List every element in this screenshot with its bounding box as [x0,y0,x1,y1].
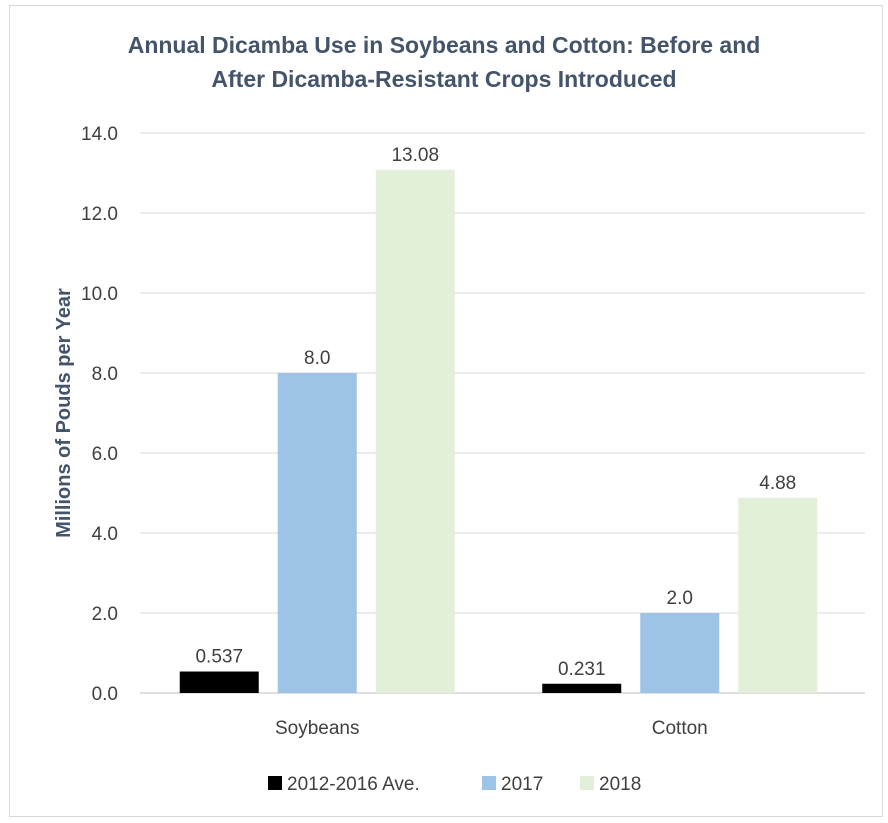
y-tick-label-3: 6.0 [92,444,118,465]
data-label-cotton-2: 4.88 [759,473,796,494]
data-labels: 0.537 8.0 13.08 0.231 2.0 4.88 [195,145,796,680]
data-label-cotton-1: 2.0 [667,588,693,609]
category-label-soybeans: Soybeans [275,718,360,739]
bar-soybeans-1 [277,373,357,693]
bar-cotton-1 [640,613,720,693]
bar-cotton-2 [738,497,818,693]
legend-swatch-2 [580,776,594,790]
data-label-soybeans-0: 0.537 [195,647,243,668]
bar-soybeans-0 [179,671,259,693]
bars [179,169,818,694]
category-label-cotton: Cotton [652,718,708,739]
legend-swatch-1 [482,776,496,790]
chart-title-line-2: After Dicamba-Resistant Crops Introduced [211,66,677,92]
data-label-cotton-0: 0.231 [558,659,606,680]
legend-label-2: 2018 [599,774,641,795]
y-axis-ticks: 0.0 2.0 4.0 6.0 8.0 10.0 12.0 14.0 [81,124,118,705]
chart-title: Annual Dicamba Use in Soybeans and Cotto… [0,28,888,96]
y-tick-label-2: 4.0 [92,524,118,545]
chart-title-line-1: Annual Dicamba Use in Soybeans and Cotto… [127,32,761,58]
legend-swatch-0 [268,776,282,790]
y-tick-label-1: 2.0 [92,604,118,625]
x-axis-categories: Soybeans Cotton [275,718,708,739]
legend: 2012-2016 Ave. 2017 2018 [268,774,641,795]
legend-label-0: 2012-2016 Ave. [287,774,420,795]
y-tick-label-0: 0.0 [92,684,118,705]
y-tick-label-5: 10.0 [81,284,118,305]
y-tick-label-6: 12.0 [81,204,118,225]
y-tick-label-4: 8.0 [92,364,118,385]
data-label-soybeans-2: 13.08 [391,145,439,166]
bar-cotton-0 [542,683,622,693]
legend-label-1: 2017 [501,774,543,795]
y-tick-label-7: 14.0 [81,124,118,145]
bar-soybeans-2 [375,169,455,694]
y-axis-label: Millions of Pouds per Year [53,288,75,538]
data-label-soybeans-1: 8.0 [304,348,330,369]
